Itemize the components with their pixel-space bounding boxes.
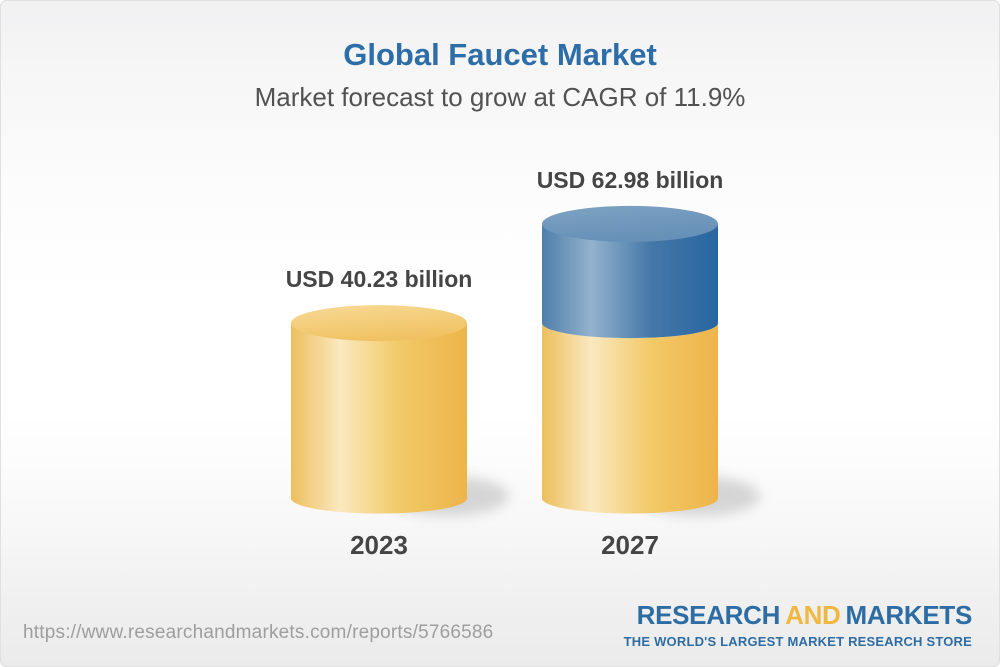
logo-word-and: AND: [785, 600, 841, 630]
logo-tagline: THE WORLD'S LARGEST MARKET RESEARCH STOR…: [623, 634, 972, 649]
research-and-markets-logo: RESEARCH AND MARKETS THE WORLD'S LARGEST M…: [623, 600, 973, 649]
value-label-2023: USD 40.23 billion: [285, 266, 473, 293]
logo-word-research: RESEARCH: [636, 600, 781, 630]
report-url: https://www.researchandmarkets.com/repor…: [23, 622, 494, 643]
category-label-2027: 2027: [601, 530, 659, 560]
chart-subtitle: Market forecast to grow at CAGR of 11.9%: [254, 82, 746, 112]
logo-wordmark: RESEARCH AND MARKETS: [624, 600, 973, 630]
category-label-2023: 2023: [350, 530, 408, 560]
value-label-2027: USD 62.98 billion: [536, 166, 724, 193]
logo-word-markets: MARKETS: [845, 600, 973, 630]
chart-title: Global Faucet Market: [343, 37, 657, 72]
